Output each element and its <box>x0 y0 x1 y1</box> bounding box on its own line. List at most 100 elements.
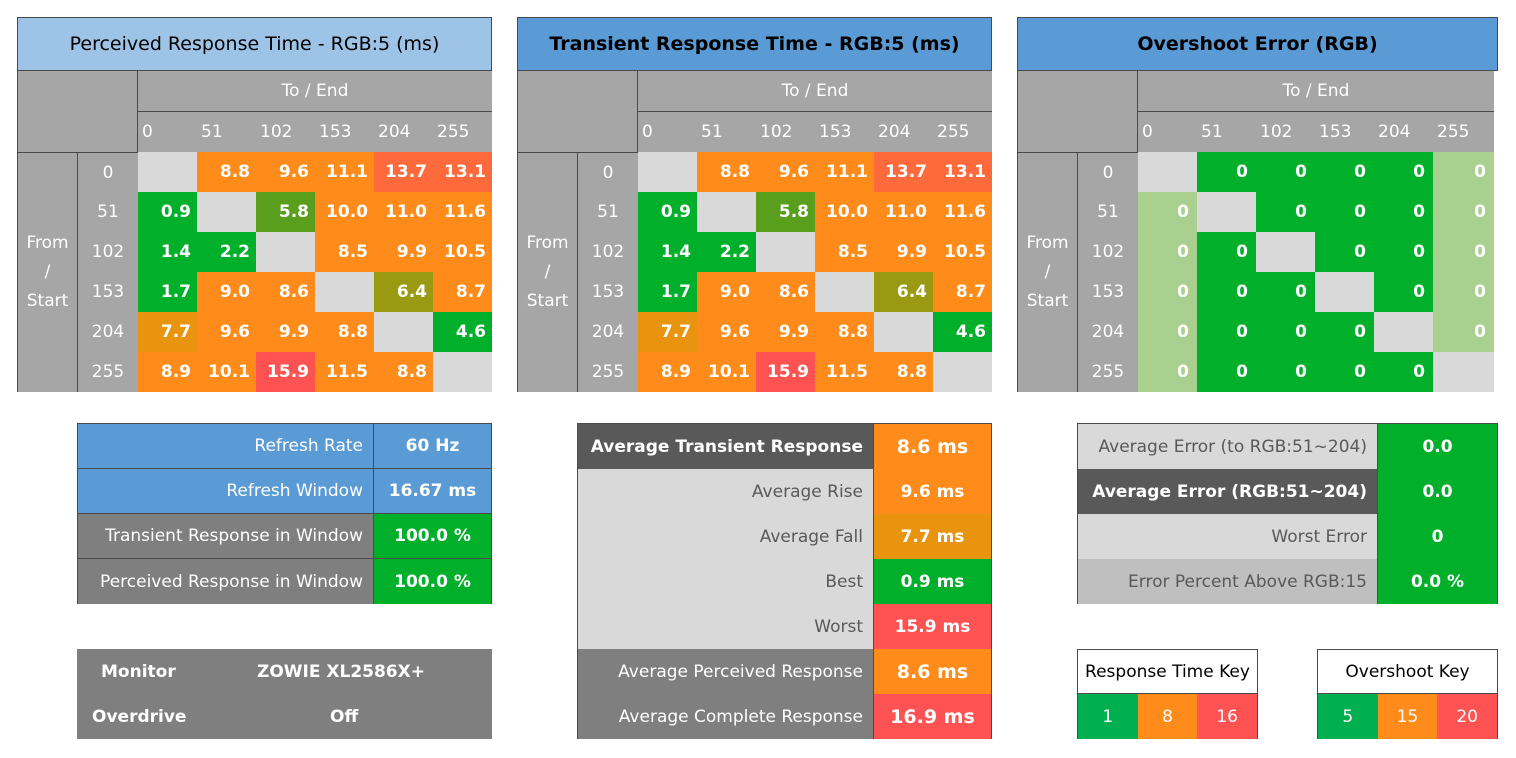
x-tick-label: 0 <box>138 112 197 152</box>
y-tick-label: 0 <box>1078 152 1138 192</box>
heatmap-cell <box>1374 312 1433 352</box>
heatmap-cell: 0 <box>1374 192 1433 232</box>
heatmap-cell: 11.1 <box>815 152 874 192</box>
ylabel-part: From <box>26 233 69 253</box>
heatmap-cell <box>1138 152 1197 192</box>
heatmap-cell: 0 <box>1374 152 1433 192</box>
y-tick-label: 153 <box>578 272 638 312</box>
average-error-value: 0.0 <box>1378 469 1497 514</box>
heatmap-cell <box>874 312 933 352</box>
x-tick-label: 204 <box>874 112 933 152</box>
heatmap-cell: 9.9 <box>256 312 315 352</box>
heatmap-cell <box>815 272 874 312</box>
x-tick-label: 153 <box>1315 112 1374 152</box>
heatmap-cell: 9.9 <box>374 232 433 272</box>
transient-in-window-label: Transient Response in Window <box>78 514 374 558</box>
heatmap-cell: 11.1 <box>315 152 374 192</box>
heatmap-cell: 11.6 <box>933 192 992 232</box>
heatmap-cell: 0 <box>1433 192 1494 232</box>
refresh-rate-label: Refresh Rate <box>78 424 374 468</box>
transient-response-panel: Transient Response Time - RGB:5 (ms) To … <box>517 17 992 393</box>
average-complete-label: Average Complete Response <box>578 694 874 739</box>
stat-row-average-transient: Average Transient Response 8.6 ms <box>578 424 991 469</box>
error-row-average: Average Error (RGB:51~204) 0.0 <box>1078 469 1497 514</box>
heatmap-cell: 8.8 <box>815 312 874 352</box>
heatmap-cell: 11.5 <box>315 352 374 392</box>
heatmap-cell <box>197 192 256 232</box>
average-complete-value: 16.9 ms <box>874 694 991 739</box>
heatmap-cell: 2.2 <box>197 232 256 272</box>
overshoot-key-mid: 15 <box>1377 694 1438 739</box>
heatmap-cell: 9.9 <box>756 312 815 352</box>
y-tick-label: 0 <box>78 152 138 192</box>
heatmap-cell: 13.1 <box>433 152 492 192</box>
heatmap-cell: 15.9 <box>756 352 815 392</box>
response-key-high: 16 <box>1197 694 1258 739</box>
overshoot-error-grid: To / End 0 51 102 153 204 255 From / Start 0 0 0 0 0 0 5… <box>1017 71 1494 392</box>
header-corner <box>18 71 138 152</box>
heatmap-cell: 11.5 <box>815 352 874 392</box>
heatmap-cell: 8.8 <box>697 152 756 192</box>
heatmap-cell: 10.1 <box>697 352 756 392</box>
heatmap-cell: 7.7 <box>638 312 697 352</box>
worst-label: Worst <box>578 604 874 649</box>
overdrive-label: Overdrive <box>92 706 187 727</box>
heatmap-cell: 8.7 <box>933 272 992 312</box>
error-stats-table: Average Error (to RGB:51~204) 0.0 Averag… <box>1077 423 1498 604</box>
heatmap-cell: 9.6 <box>697 312 756 352</box>
perceived-response-title: Perceived Response Time - RGB:5 (ms) <box>17 17 492 71</box>
response-time-key: Response Time Key 1 8 16 <box>1077 649 1258 739</box>
heatmap-cell <box>1256 232 1315 272</box>
heatmap-cell: 13.1 <box>933 152 992 192</box>
heatmap-cell: 8.6 <box>256 272 315 312</box>
overshoot-key-low: 5 <box>1318 694 1378 739</box>
heatmap-cell: 0 <box>1197 272 1256 312</box>
x-tick-label: 102 <box>756 112 815 152</box>
xlabel: To / End <box>138 71 492 112</box>
heatmap-cell: 6.4 <box>874 272 933 312</box>
heatmap-cell: 0 <box>1138 312 1197 352</box>
heatmap-cell: 0 <box>1315 312 1374 352</box>
overdrive-value: Off <box>330 706 359 727</box>
heatmap-cell: 8.6 <box>756 272 815 312</box>
x-tick-label: 51 <box>1197 112 1256 152</box>
heatmap-cell <box>374 312 433 352</box>
heatmap-cell: 8.5 <box>815 232 874 272</box>
y-tick-label: 204 <box>78 312 138 352</box>
x-tick-label: 102 <box>256 112 315 152</box>
y-tick-label: 204 <box>1078 312 1138 352</box>
overshoot-error-panel: Overshoot Error (RGB) To / End 0 51 102 153 2… <box>1017 17 1498 393</box>
heatmap-cell: 0 <box>1197 312 1256 352</box>
x-tick-label: 51 <box>197 112 256 152</box>
heatmap-cell: 0 <box>1138 272 1197 312</box>
average-fall-value: 7.7 ms <box>874 514 991 559</box>
heatmap-cell: 10.5 <box>933 232 992 272</box>
refresh-rate-value: 60 Hz <box>374 424 491 468</box>
response-key-low: 1 <box>1078 694 1138 739</box>
heatmap-cell: 5.8 <box>256 192 315 232</box>
worst-error-label: Worst Error <box>1078 514 1378 559</box>
heatmap-cell <box>1315 272 1374 312</box>
overshoot-key: Overshoot Key 5 15 20 <box>1317 649 1498 739</box>
response-stats-table: Average Transient Response 8.6 ms Averag… <box>577 423 992 739</box>
y-tick-label: 102 <box>578 232 638 272</box>
ylabel-part: From <box>526 233 569 253</box>
heatmap-cell: 1.7 <box>138 272 197 312</box>
heatmap-cell <box>315 272 374 312</box>
average-perceived-label: Average Perceived Response <box>578 649 874 694</box>
refresh-window-value: 16.67 ms <box>374 469 491 513</box>
stat-row-average-complete: Average Complete Response 16.9 ms <box>578 694 991 739</box>
y-tick-label: 51 <box>578 192 638 232</box>
heatmap-cell: 9.6 <box>756 152 815 192</box>
heatmap-cell <box>256 232 315 272</box>
x-tick-label: 255 <box>1433 112 1494 152</box>
heatmap-cell: 0 <box>1256 352 1315 392</box>
heatmap-cell: 13.7 <box>874 152 933 192</box>
y-tick-label: 153 <box>1078 272 1138 312</box>
heatmap-cell: 10.1 <box>197 352 256 392</box>
heatmap-cell: 11.0 <box>374 192 433 232</box>
heatmap-cell: 0 <box>1315 152 1374 192</box>
heatmap-cell <box>1197 192 1256 232</box>
average-transient-label: Average Transient Response <box>578 424 874 469</box>
heatmap-cell: 0 <box>1256 152 1315 192</box>
